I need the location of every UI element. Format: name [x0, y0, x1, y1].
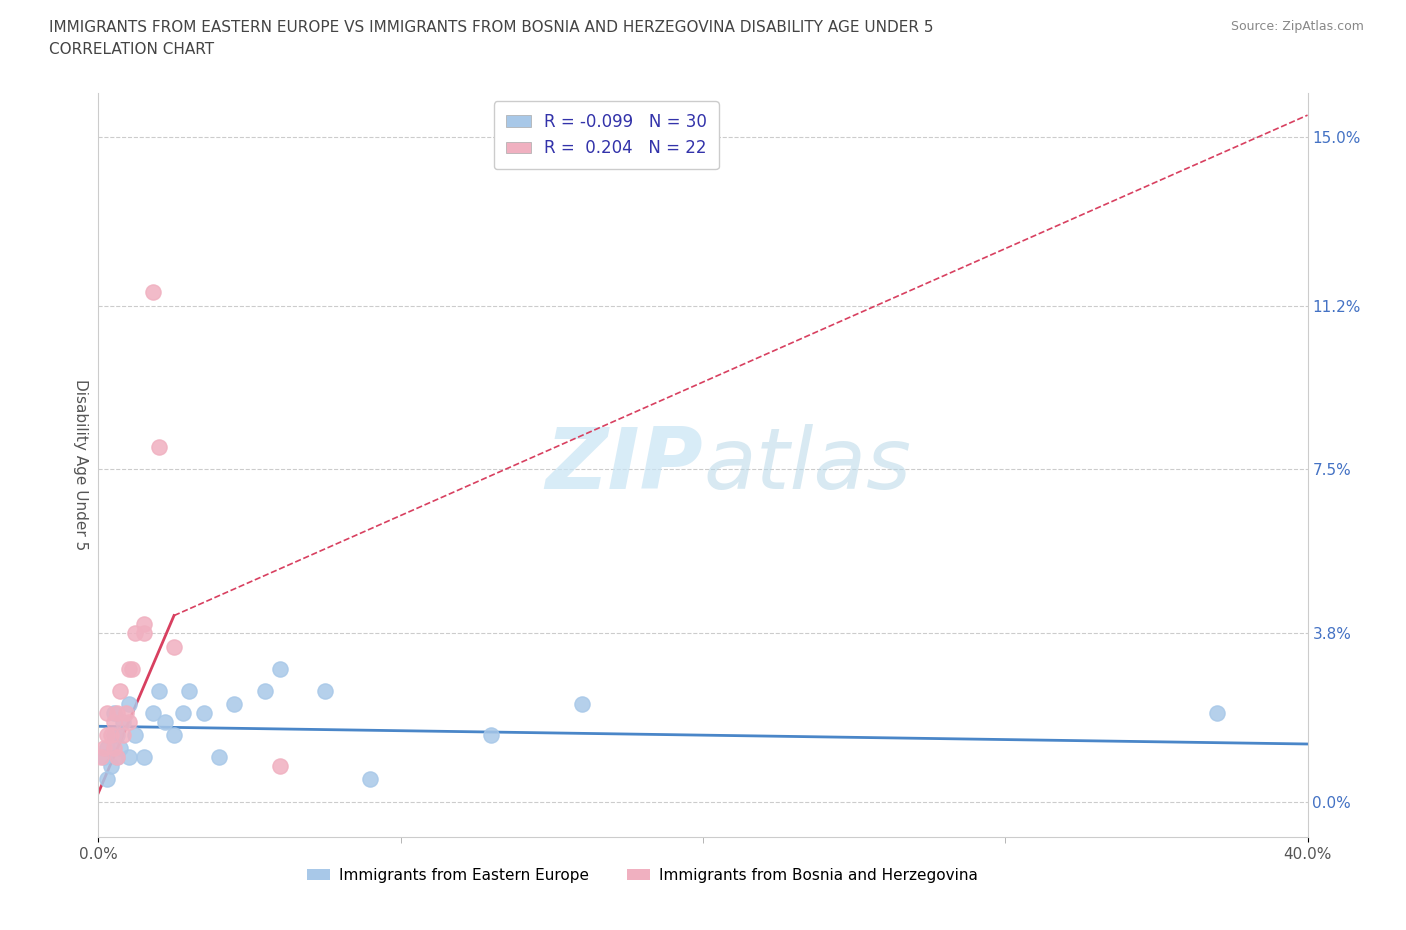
Point — [118, 661, 141, 676]
Point — [142, 285, 165, 299]
Point — [132, 750, 155, 764]
Point — [148, 440, 170, 455]
Point — [96, 706, 118, 721]
Point — [163, 727, 186, 742]
Point — [132, 626, 155, 641]
Point — [571, 697, 593, 711]
Point — [314, 684, 336, 698]
Text: Source: ZipAtlas.com: Source: ZipAtlas.com — [1230, 20, 1364, 33]
Point — [121, 661, 143, 676]
Point — [481, 727, 503, 742]
Point — [172, 706, 194, 721]
Text: IMMIGRANTS FROM EASTERN EUROPE VS IMMIGRANTS FROM BOSNIA AND HERZEGOVINA DISABIL: IMMIGRANTS FROM EASTERN EUROPE VS IMMIGR… — [49, 20, 934, 35]
Point — [269, 661, 291, 676]
Point — [96, 727, 118, 742]
Point — [103, 706, 125, 721]
Point — [118, 697, 141, 711]
Point — [193, 706, 215, 721]
Point — [100, 759, 122, 774]
Point — [103, 714, 125, 729]
Point — [105, 750, 128, 764]
Point — [118, 750, 141, 764]
Point — [93, 750, 115, 764]
Point — [269, 759, 291, 774]
Point — [124, 727, 146, 742]
Point — [103, 741, 125, 756]
Text: atlas: atlas — [703, 423, 911, 507]
Point — [163, 639, 186, 654]
Point — [93, 741, 115, 756]
Point — [132, 617, 155, 631]
Point — [124, 626, 146, 641]
Point — [114, 706, 136, 721]
Text: ZIP: ZIP — [546, 423, 703, 507]
Legend: Immigrants from Eastern Europe, Immigrants from Bosnia and Herzegovina: Immigrants from Eastern Europe, Immigran… — [301, 862, 984, 889]
Point — [105, 727, 128, 742]
Point — [108, 684, 131, 698]
Point — [108, 741, 131, 756]
Point — [1206, 706, 1229, 721]
Point — [96, 741, 118, 756]
Point — [142, 706, 165, 721]
Point — [103, 727, 125, 742]
Point — [208, 750, 231, 764]
Point — [105, 706, 128, 721]
Point — [111, 727, 134, 742]
Point — [153, 714, 176, 729]
Point — [253, 684, 276, 698]
Y-axis label: Disability Age Under 5: Disability Age Under 5 — [73, 379, 87, 551]
Text: CORRELATION CHART: CORRELATION CHART — [49, 42, 214, 57]
Point — [90, 750, 112, 764]
Point — [118, 714, 141, 729]
Point — [105, 750, 128, 764]
Point — [96, 772, 118, 787]
Point — [179, 684, 201, 698]
Point — [111, 714, 134, 729]
Point — [224, 697, 246, 711]
Point — [360, 772, 382, 787]
Point — [148, 684, 170, 698]
Point — [100, 727, 122, 742]
